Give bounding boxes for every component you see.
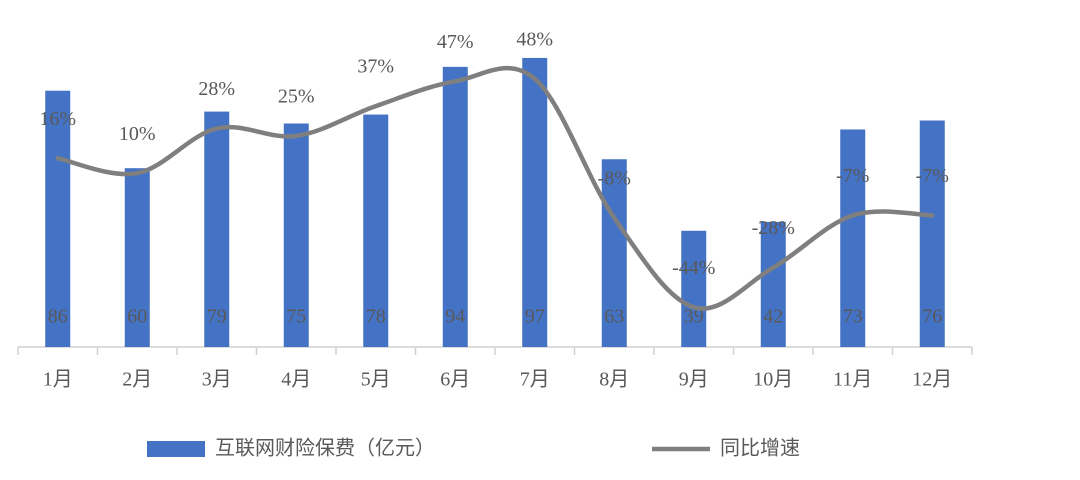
bar (601, 159, 627, 347)
x-tick-label: 2月 (122, 369, 152, 391)
line-value-label: -28% (752, 217, 795, 239)
x-tick-label: 11月 (833, 369, 872, 391)
bar-value-label: 39 (684, 306, 704, 328)
line-value-label: 37% (357, 56, 394, 78)
line (55, 65, 935, 311)
line-value-label: -8% (598, 167, 631, 189)
line-value-label: 25% (278, 86, 315, 108)
bar-value-label: 76 (922, 306, 942, 328)
legend: 互联网财险保费（亿元） 同比增速 (147, 437, 800, 460)
x-tick-label: 7月 (520, 369, 550, 391)
line-value-label: -7% (836, 165, 869, 187)
x-tick-label: 3月 (202, 369, 232, 391)
bar-value-label: 78 (366, 306, 386, 328)
x-tick-label: 8月 (599, 369, 629, 391)
bar (283, 123, 309, 347)
bar (760, 221, 786, 347)
bar (124, 168, 150, 347)
bar (45, 90, 71, 347)
x-tick-label: 9月 (679, 369, 709, 391)
x-tick-label: 4月 (281, 369, 311, 391)
bar-value-label: 73 (843, 306, 863, 328)
line-value-label: 47% (437, 31, 474, 53)
bar (204, 111, 230, 347)
x-tick-label: 10月 (753, 369, 793, 391)
x-tick-label: 12月 (912, 369, 952, 391)
bar-value-label: 63 (604, 306, 624, 328)
bar-value-label: 75 (286, 306, 306, 328)
legend-swatch (147, 441, 205, 457)
bar-value-label: 86 (48, 306, 68, 328)
legend-label: 互联网财险保费（亿元） (215, 437, 435, 460)
bar (840, 129, 866, 347)
x-tick-label: 5月 (361, 369, 391, 391)
x-tick-label: 1月 (43, 369, 73, 391)
line-value-label: -44% (672, 257, 715, 279)
bar (919, 120, 945, 348)
bar-value-label: 94 (445, 306, 465, 328)
bar (522, 57, 548, 347)
line-value-label: 16% (39, 108, 76, 130)
bar-value-label: 79 (207, 306, 227, 328)
line-value-label: 28% (198, 78, 235, 100)
x-tick-label: 6月 (440, 369, 470, 391)
line-value-label: -7% (916, 165, 949, 187)
bar-value-label: 60 (127, 306, 147, 328)
bar (363, 114, 389, 347)
bar-value-label: 42 (763, 306, 783, 328)
line-value-label: 10% (119, 123, 156, 145)
bar-value-label: 97 (525, 306, 545, 328)
legend-label: 同比增速 (720, 437, 800, 460)
bar (681, 230, 707, 347)
line-value-label: 48% (516, 28, 553, 50)
bar (442, 66, 468, 347)
